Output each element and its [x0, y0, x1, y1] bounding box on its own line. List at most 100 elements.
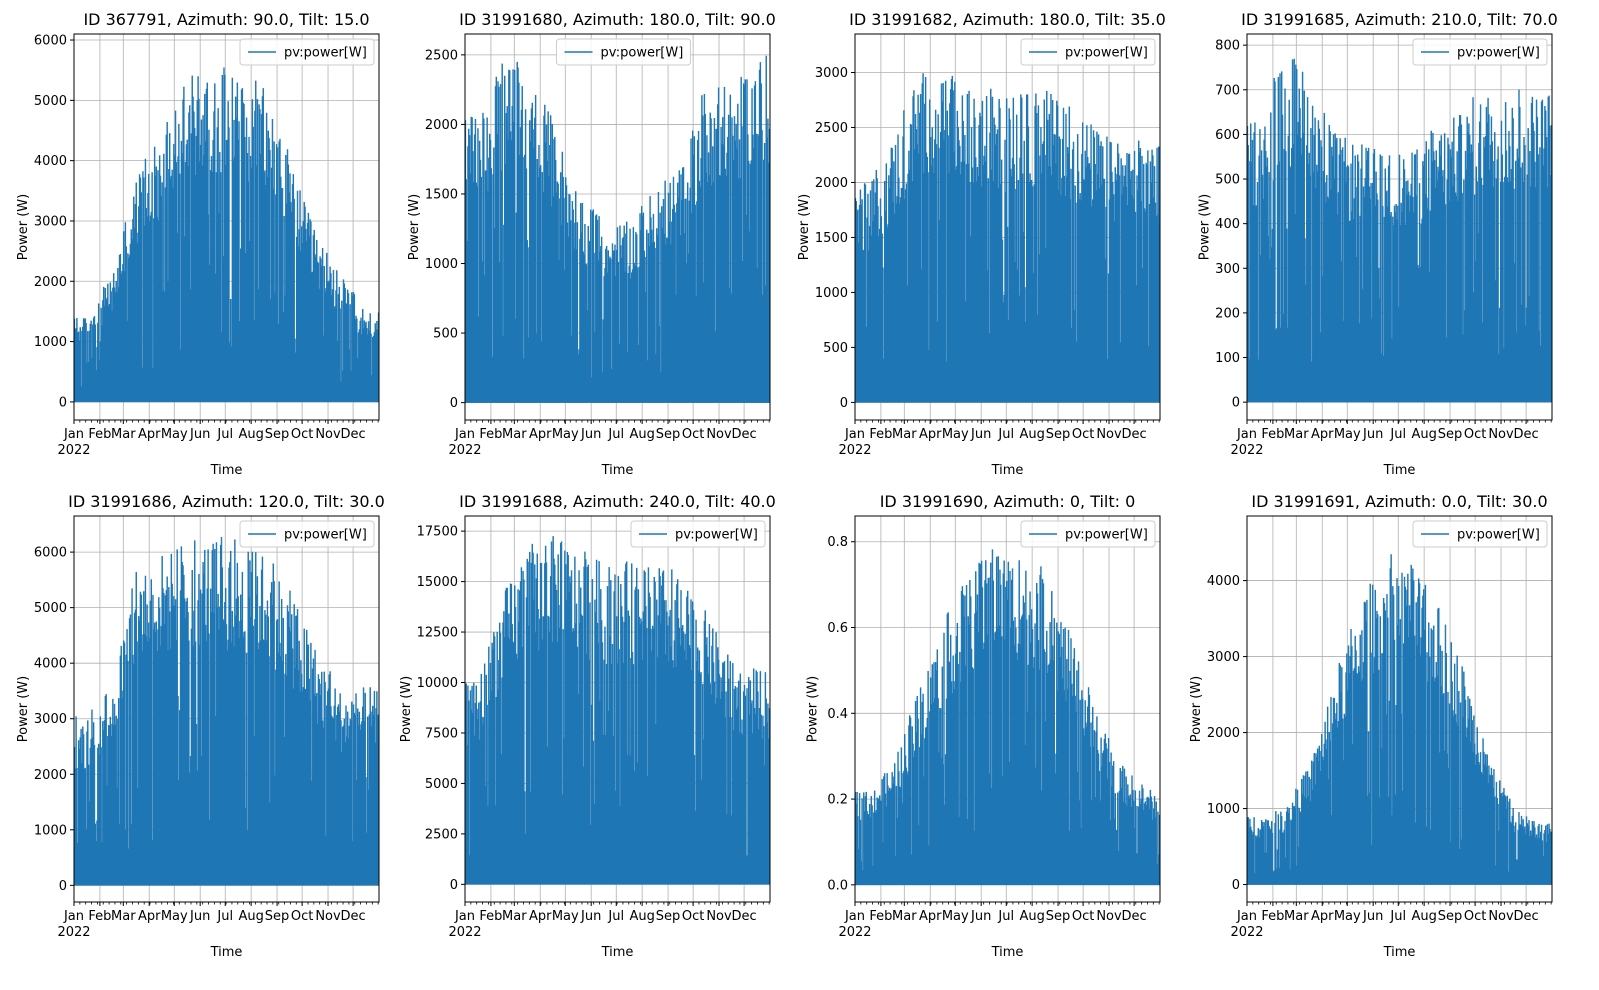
chart-title: ID 31991686, Azimuth: 120.0, Tilt: 30.0: [68, 492, 385, 511]
xtick-label: Jul: [997, 909, 1014, 924]
xtick-label: May: [161, 427, 188, 442]
xtick-label: Mar: [892, 427, 917, 442]
xtick-label: May: [161, 909, 188, 924]
ytick-label: 600: [1215, 128, 1240, 143]
ytick-label: 7500: [425, 726, 458, 741]
xtick-label: Jun: [970, 909, 991, 924]
xtick-label: Apr: [1311, 427, 1334, 442]
ytick-label: 1000: [34, 335, 67, 350]
y-axis-label: Power (W): [1189, 676, 1204, 742]
axes-frame: [464, 33, 771, 421]
xtick-label: Oct: [291, 909, 313, 924]
axes-frame: [854, 33, 1161, 421]
xtick-label: Aug: [1019, 427, 1044, 442]
ytick-label: 1500: [425, 187, 458, 202]
legend-box: [630, 520, 766, 548]
chart-panel-8: 0 1000 2000 3000 4000 Jan Feb Mar Apr May Jun Jul Au…: [1189, 492, 1553, 960]
xtick-label: Apr: [529, 909, 552, 924]
series-area: [73, 536, 380, 886]
xtick-label: Nov: [1488, 909, 1514, 924]
ytick-label: 0: [59, 879, 67, 894]
ytick-label: 400: [1215, 217, 1240, 232]
xtick-label: Apr: [919, 427, 942, 442]
xtick-label: Mar: [892, 909, 917, 924]
xtick-year-label: 2022: [1230, 925, 1263, 940]
ytick-label: 0: [450, 878, 458, 893]
xtick-label: May: [552, 909, 579, 924]
xtick-label: Sep: [1046, 909, 1071, 924]
ytick-label: 3000: [1207, 650, 1240, 665]
xtick-label: Jan: [63, 909, 84, 924]
axes-frame: [1246, 33, 1553, 421]
ytick-label: 0: [1232, 878, 1240, 893]
ytick-label: 1000: [1207, 802, 1240, 817]
ytick-label: 5000: [34, 94, 67, 109]
xtick-label: Apr: [919, 909, 942, 924]
ytick-label: 4000: [34, 154, 67, 169]
series-area: [1246, 554, 1553, 885]
xtick-label: Feb: [88, 909, 111, 924]
series-area: [1246, 58, 1553, 403]
xtick-label: Aug: [238, 427, 263, 442]
xtick-label: Jun: [1362, 909, 1383, 924]
xtick-label: Nov: [1488, 427, 1514, 442]
xtick-label: Oct: [682, 909, 704, 924]
y-axis-label: Power (W): [16, 194, 31, 260]
xtick-label: Jun: [580, 427, 601, 442]
ytick-label: 15000: [417, 575, 458, 590]
chart-panel-4: 0 100 200 300 400 500 600 700 800 Jan Feb Mar Apr May…: [1197, 10, 1557, 478]
xtick-label: Sep: [265, 909, 290, 924]
xtick-label: Oct: [291, 427, 313, 442]
xtick-label: Aug: [1411, 427, 1436, 442]
legend-box: [239, 520, 375, 548]
ytick-label: 17500: [417, 525, 458, 540]
xtick-label: Apr: [138, 427, 161, 442]
legend-box: [1412, 520, 1548, 548]
x-axis-label: Time: [991, 945, 1024, 960]
legend-label: pv:power[W]: [284, 46, 367, 61]
chart-title: ID 31991688, Azimuth: 240.0, Tilt: 40.0: [459, 492, 776, 511]
xtick-year-label: 2022: [838, 925, 871, 940]
chart-panel-1: 0 1000 2000 3000 4000 5000 6000 Jan Feb Mar Apr May…: [16, 10, 380, 478]
xtick-label: Jun: [970, 427, 991, 442]
xtick-year-label: 2022: [448, 925, 481, 940]
ytick-label: 200: [1215, 306, 1240, 321]
xtick-label: Jun: [189, 427, 210, 442]
x-axis-label: Time: [601, 945, 634, 960]
legend-label: pv:power[W]: [1065, 46, 1148, 61]
legend-box: [1020, 520, 1156, 548]
xtick-label: Sep: [1438, 427, 1463, 442]
ytick-label: 2000: [34, 768, 67, 783]
ytick-label: 500: [1215, 173, 1240, 188]
ytick-label: 0.6: [827, 621, 848, 636]
y-axis-label: Power (W): [407, 194, 422, 260]
xtick-label: Jan: [63, 427, 84, 442]
xtick-label: Jan: [454, 909, 475, 924]
xtick-label: May: [942, 427, 969, 442]
ytick-label: 3000: [815, 66, 848, 81]
ytick-label: 0.0: [827, 878, 848, 893]
xtick-label: Jul: [607, 909, 624, 924]
xtick-label: Nov: [706, 427, 732, 442]
legend-label: pv:power[W]: [1457, 46, 1540, 61]
xtick-label: Sep: [1046, 427, 1071, 442]
xtick-label: Feb: [869, 909, 892, 924]
xtick-label: May: [1334, 909, 1361, 924]
xtick-label: Feb: [88, 427, 111, 442]
axes-frame: [73, 515, 380, 903]
xtick-label: May: [942, 909, 969, 924]
ytick-label: 5000: [425, 777, 458, 792]
xtick-label: Jun: [580, 909, 601, 924]
y-axis-label: Power (W): [805, 676, 820, 742]
legend-box: [1020, 38, 1156, 66]
ytick-label: 500: [823, 341, 848, 356]
xtick-label: Mar: [111, 427, 136, 442]
legend-label: pv:power[W]: [601, 46, 684, 61]
xtick-label: Dec: [341, 427, 366, 442]
xtick-label: Feb: [1261, 427, 1284, 442]
xtick-label: Feb: [479, 427, 502, 442]
xtick-label: Jun: [1362, 427, 1383, 442]
xtick-label: Aug: [629, 909, 654, 924]
xtick-label: Jan: [844, 909, 865, 924]
